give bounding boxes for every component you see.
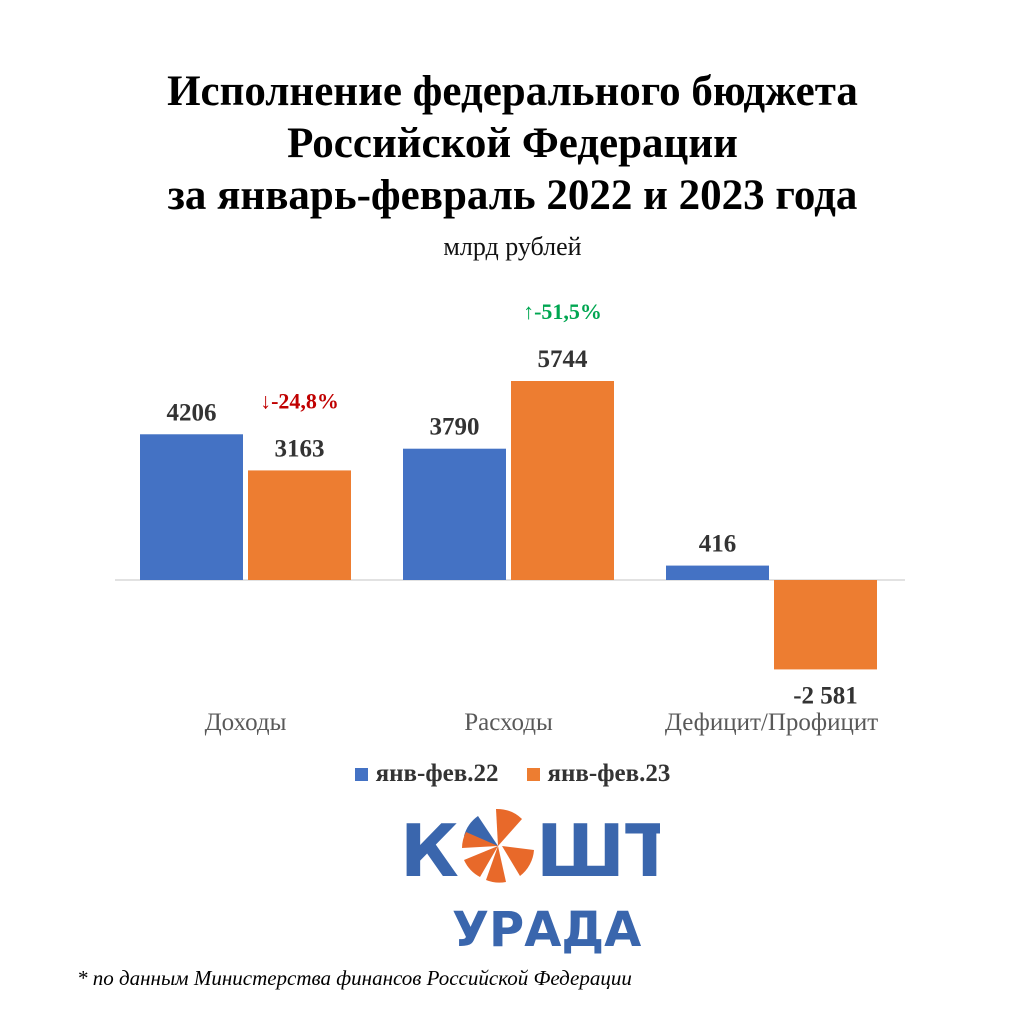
logo-letter-k: К (400, 809, 459, 893)
change-annotation: ↑-51,5% (523, 299, 602, 324)
bar-chart: 4206 3790 416 3163 5744 -2 581 Доходы Расходы Де… (115, 299, 905, 736)
data-label: 416 (699, 531, 737, 558)
category-label: Расходы (464, 709, 553, 736)
legend-swatch (526, 767, 540, 781)
legend-label: янв-фев.23 (547, 760, 671, 787)
logo: К ШТ УРАДА (400, 808, 660, 958)
change-annotation: ↓-24,8% (260, 388, 339, 413)
bar-1-1 (511, 381, 614, 580)
data-label: 5744 (538, 346, 589, 373)
legend-label: янв-фев.22 (375, 760, 499, 787)
bar-0-0 (140, 434, 243, 580)
data-label: -2 581 (793, 682, 858, 709)
logo-orange-icon (462, 808, 534, 883)
bar-1-0 (248, 470, 351, 580)
footnote: * по данным Министерства финансов Россий… (77, 966, 632, 990)
title-line: Исполнение федерального бюджета (167, 68, 858, 115)
legend-item-2022: янв-фев.22 (354, 760, 499, 788)
data-label: 3163 (275, 435, 325, 462)
bar-1-2 (774, 580, 877, 670)
bar-0-2 (666, 565, 769, 580)
legend-swatch (354, 767, 368, 781)
legend-item-2023: янв-фев.23 (526, 760, 671, 788)
legend: янв-фев.22 янв-фев.23 (0, 760, 1025, 788)
category-label: Дефицит/Профицит (665, 709, 878, 736)
chart-title: Исполнение федерального бюджета Российск… (0, 66, 1025, 222)
chart-subtitle: млрд рублей (443, 232, 582, 261)
logo-urada: УРАДА (452, 902, 641, 958)
title-line: Российской Федерации (287, 120, 738, 167)
bar-0-1 (403, 448, 506, 580)
logo-letters-sht: ШТ (536, 809, 660, 893)
data-label: 3790 (430, 414, 480, 441)
title-line: за январь-февраль 2022 и 2023 года (167, 172, 858, 219)
data-label: 4206 (167, 399, 217, 426)
category-label: Доходы (205, 709, 287, 736)
